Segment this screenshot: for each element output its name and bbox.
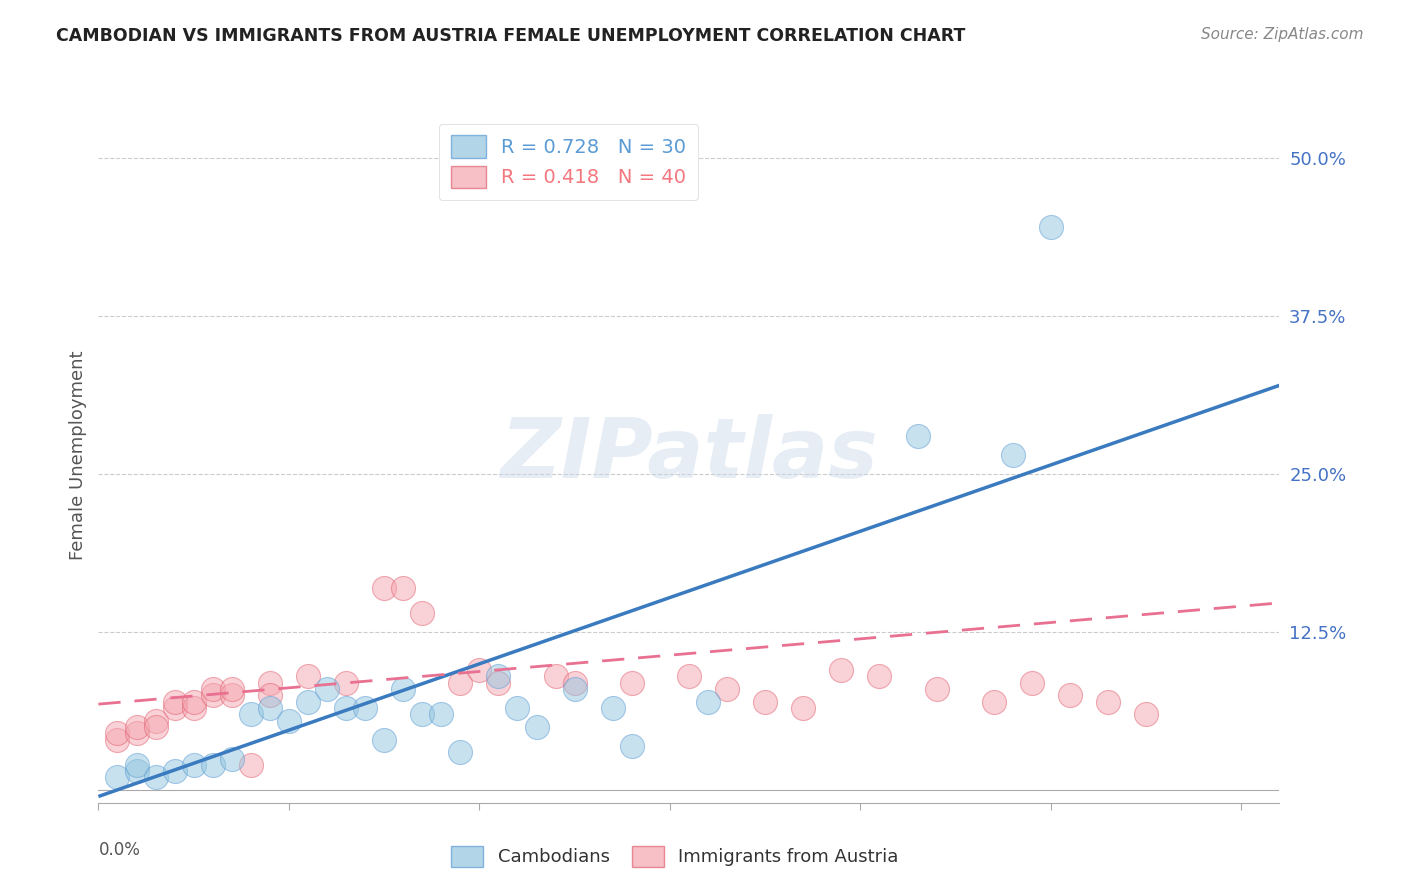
Point xyxy=(107,732,129,747)
Point xyxy=(792,701,814,715)
Point xyxy=(697,695,720,709)
Point xyxy=(316,681,339,696)
Point xyxy=(259,688,281,702)
Point xyxy=(125,720,148,734)
Point xyxy=(183,695,205,709)
Point xyxy=(239,707,262,722)
Point xyxy=(107,771,129,785)
Point xyxy=(163,701,186,715)
Point xyxy=(335,701,357,715)
Point xyxy=(468,663,491,677)
Point xyxy=(526,720,548,734)
Point xyxy=(602,701,624,715)
Point xyxy=(201,688,224,702)
Point xyxy=(297,669,319,683)
Text: 0.0%: 0.0% xyxy=(98,841,141,859)
Point xyxy=(1021,675,1043,690)
Point xyxy=(564,675,586,690)
Point xyxy=(125,726,148,740)
Point xyxy=(506,701,529,715)
Point xyxy=(1135,707,1157,722)
Point xyxy=(259,675,281,690)
Point xyxy=(449,675,471,690)
Point xyxy=(277,714,299,728)
Point xyxy=(830,663,852,677)
Point xyxy=(716,681,738,696)
Point xyxy=(297,695,319,709)
Point xyxy=(1001,448,1024,462)
Point xyxy=(564,681,586,696)
Point xyxy=(125,757,148,772)
Point xyxy=(183,757,205,772)
Point xyxy=(411,707,433,722)
Point xyxy=(449,745,471,759)
Point xyxy=(983,695,1005,709)
Point xyxy=(354,701,377,715)
Point xyxy=(163,764,186,779)
Point xyxy=(392,681,415,696)
Point xyxy=(411,606,433,620)
Point xyxy=(221,751,243,765)
Point xyxy=(754,695,776,709)
Point xyxy=(107,726,129,740)
Point xyxy=(221,688,243,702)
Point xyxy=(488,669,510,683)
Text: ZIPatlas: ZIPatlas xyxy=(501,415,877,495)
Point xyxy=(868,669,890,683)
Point xyxy=(373,581,395,595)
Point xyxy=(392,581,415,595)
Point xyxy=(125,764,148,779)
Y-axis label: Female Unemployment: Female Unemployment xyxy=(69,351,87,559)
Point xyxy=(925,681,948,696)
Legend: Cambodians, Immigrants from Austria: Cambodians, Immigrants from Austria xyxy=(444,838,905,874)
Point xyxy=(544,669,567,683)
Point xyxy=(145,714,167,728)
Point xyxy=(620,739,643,753)
Legend: R = 0.728   N = 30, R = 0.418   N = 40: R = 0.728 N = 30, R = 0.418 N = 40 xyxy=(439,124,697,200)
Point xyxy=(145,720,167,734)
Point xyxy=(1097,695,1119,709)
Text: CAMBODIAN VS IMMIGRANTS FROM AUSTRIA FEMALE UNEMPLOYMENT CORRELATION CHART: CAMBODIAN VS IMMIGRANTS FROM AUSTRIA FEM… xyxy=(56,27,966,45)
Point xyxy=(335,675,357,690)
Point xyxy=(201,681,224,696)
Point xyxy=(259,701,281,715)
Point xyxy=(907,429,929,443)
Point xyxy=(201,757,224,772)
Point xyxy=(221,681,243,696)
Point xyxy=(678,669,700,683)
Point xyxy=(1039,220,1062,235)
Point xyxy=(1059,688,1081,702)
Point xyxy=(373,732,395,747)
Point xyxy=(430,707,453,722)
Point xyxy=(239,757,262,772)
Point xyxy=(145,771,167,785)
Text: Source: ZipAtlas.com: Source: ZipAtlas.com xyxy=(1201,27,1364,42)
Point xyxy=(183,701,205,715)
Point xyxy=(163,695,186,709)
Point xyxy=(620,675,643,690)
Point xyxy=(488,675,510,690)
